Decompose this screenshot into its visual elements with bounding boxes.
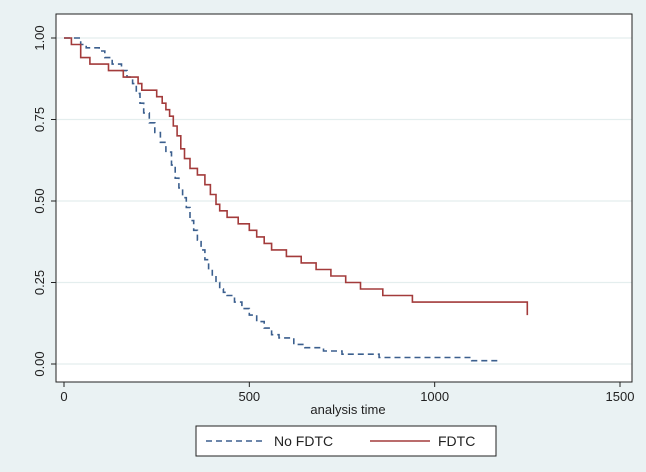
y-axis: 0.00 0.25 0.50 0.75 1.00 <box>32 25 56 377</box>
x-tick-label: 0 <box>60 389 67 404</box>
legend-label-no-fdtc: No FDTC <box>274 433 333 449</box>
x-axis-title: analysis time <box>310 402 385 417</box>
y-tick-label: 1.00 <box>32 25 47 50</box>
plot-frame <box>55 13 633 383</box>
y-tick-label: 0.50 <box>32 188 47 213</box>
legend-box <box>195 425 497 457</box>
series-layer <box>64 37 529 364</box>
series-line-fdtc <box>64 37 529 316</box>
y-tick-label: 0.25 <box>32 270 47 295</box>
x-axis: 0 500 1000 1500 <box>60 382 634 404</box>
legend-label-fdtc: FDTC <box>438 433 475 449</box>
x-tick-label: 500 <box>238 389 260 404</box>
plot-area <box>56 14 632 382</box>
legend: No FDTC FDTC <box>195 425 497 457</box>
x-tick-label: 1500 <box>606 389 635 404</box>
series-line-no-fdtc <box>64 37 499 364</box>
x-tick-label: 1000 <box>420 389 449 404</box>
grid-lines <box>55 13 633 383</box>
y-tick-label: 0.00 <box>32 351 47 376</box>
y-tick-label: 0.75 <box>32 107 47 132</box>
